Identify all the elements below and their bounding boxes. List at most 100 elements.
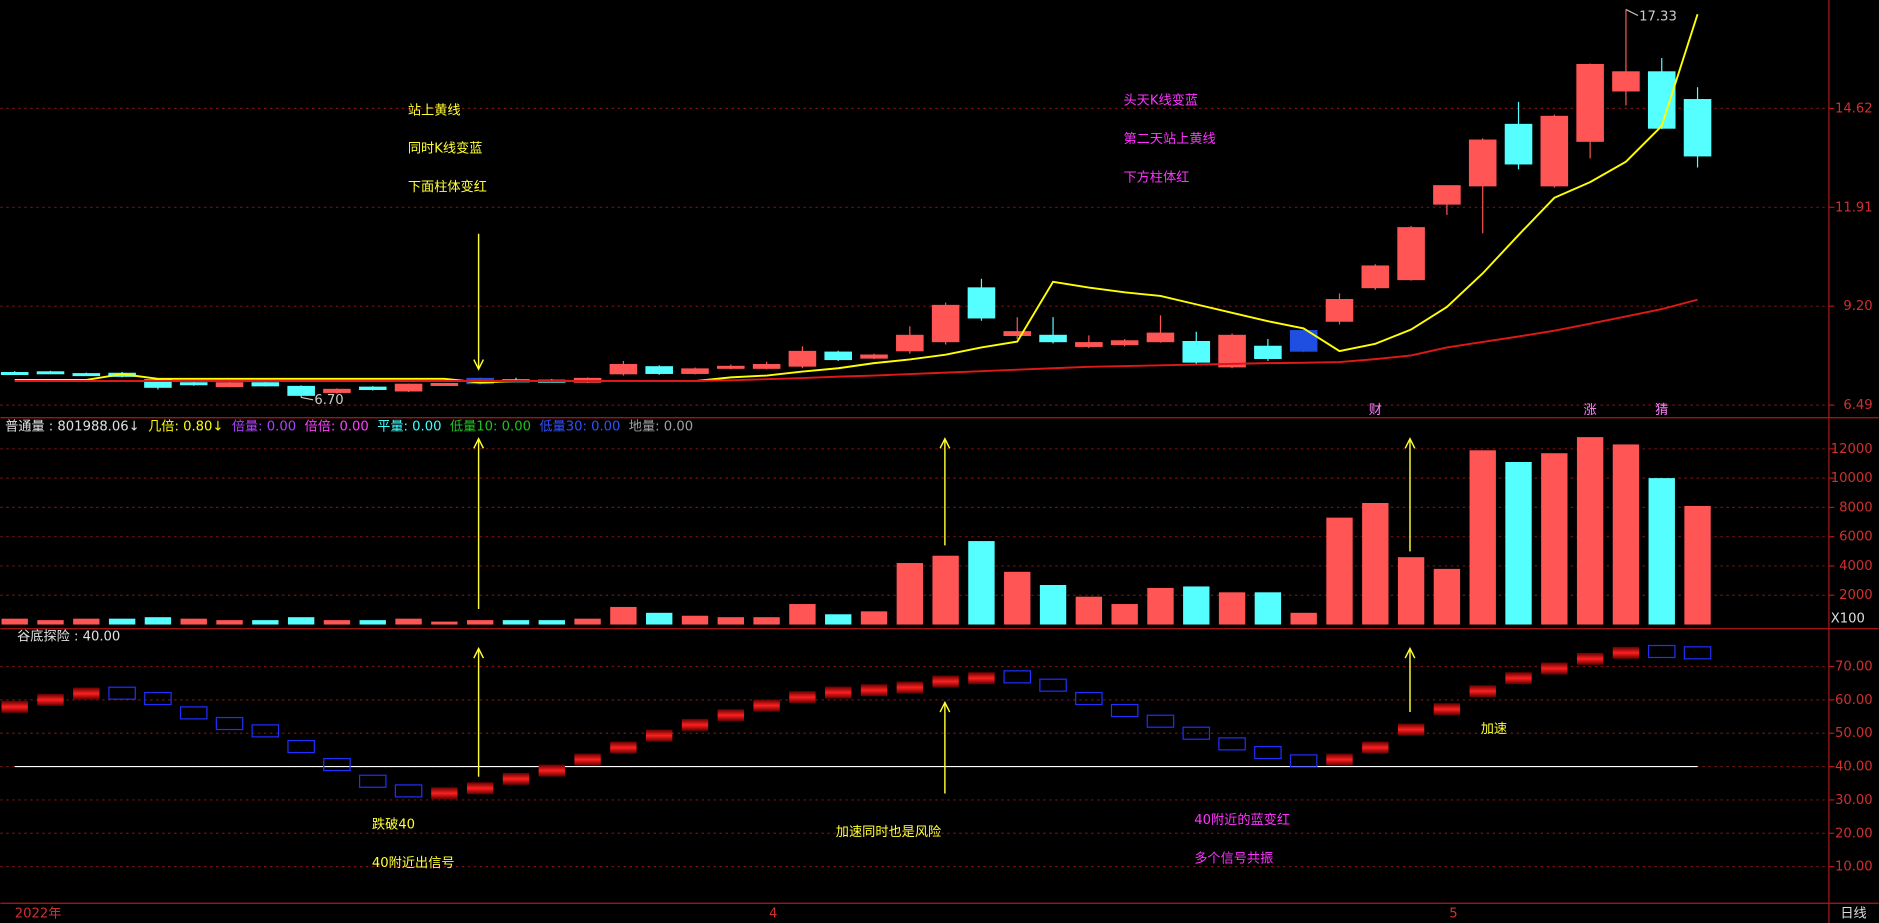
min-pointer [301,396,314,401]
signal-box [681,718,709,731]
candle-body [681,368,709,374]
signal-box [1397,723,1425,736]
volume-bar [646,612,673,625]
candle-body [1683,99,1712,157]
volume-bar [825,614,852,625]
header-item: 低量10: 0.00 [450,419,531,435]
signal-box [1146,714,1175,728]
volume-bar [1469,450,1496,625]
volume-bar [896,563,924,625]
signal-box [610,741,637,754]
volume-bar [1004,571,1031,625]
arrow-head [939,700,951,713]
y-tick-label: 11.91 [1835,200,1873,215]
signal-box [1218,737,1246,751]
volume-bar [1183,586,1210,625]
candle-body [931,304,960,343]
volume-bar [1218,592,1246,625]
volume-bar [502,620,530,625]
signal-box [502,772,530,785]
volume-bar [1433,568,1461,625]
moving-average [14,298,1698,382]
volume-bar [1397,557,1425,625]
signal-box [323,757,351,772]
volume-bar [860,611,888,625]
y-tick-label: 6000 [1839,530,1873,545]
volume-bar [1326,517,1353,625]
signal-box [144,691,172,706]
candle-body [0,372,29,376]
candle-body [1361,265,1390,289]
event-label: 涨 [1584,402,1597,418]
y-tick-label: 60.00 [1835,693,1873,708]
candle-body [1254,345,1282,359]
header-item: 几倍: 0.80↓ [148,419,223,435]
candle-body [1468,139,1497,187]
y-tick-label: 10.00 [1835,860,1873,875]
candle-body [251,382,280,387]
signal-box [251,724,280,738]
annotation: 头天K线变蓝 [1124,93,1199,109]
volume-bar [1505,462,1532,625]
x-tick-label: 4 [769,906,777,921]
signal-box [1,700,28,713]
volume-bar [1362,503,1389,625]
header-item: 普通量 : 801988.06↓ [5,419,140,435]
signal-box [968,672,995,685]
volume-bar [359,620,386,625]
volume-bar [431,621,458,625]
volume-bar [1147,587,1174,625]
candle-body [358,386,387,391]
annotation: 40附近出信号 [372,855,455,871]
candle-body [896,334,924,352]
period-label: 日线 [1840,905,1866,921]
signal-box [789,691,816,704]
volume-bar [753,617,780,625]
y-tick-label: 2000 [1839,588,1873,603]
header-item: 地量: 0.00 [629,419,693,435]
header-item: 倍量: 0.00 [232,419,296,435]
candle-body [179,382,208,386]
volume-bar [37,620,64,625]
signal-box [1612,646,1640,659]
header-item: 平量: 0.00 [377,419,441,435]
volume-bar [681,615,709,625]
annotation: 加速 [1481,721,1507,737]
volume-bar [108,618,136,625]
volume-bar [1684,505,1711,625]
signal-box [179,706,208,720]
annotation: 加速同时也是风险 [836,824,941,840]
arrow-head [473,646,485,659]
min-label: 6.70 [314,393,343,408]
volume-bar [180,618,207,625]
volume-bar [538,620,565,625]
signal-box [896,681,924,694]
y-tick-label: 8000 [1839,500,1873,515]
candle-body [394,383,423,392]
moving-average [14,13,1699,384]
candle-body [1289,330,1318,352]
candle-body [1182,341,1211,363]
annotation: 同时K线变蓝 [408,141,483,157]
signal-box [1469,685,1496,698]
signal-box [825,686,852,699]
signal-box [574,753,601,766]
event-label: 财 [1369,402,1382,418]
candle-body [752,363,781,369]
signal-box [1647,644,1676,659]
candle-body [287,385,315,396]
annotation: 下面柱体变红 [408,179,487,195]
volume-bar [466,620,494,625]
signal-box [394,784,423,798]
signal-box [1326,753,1353,766]
volume-bar [1111,604,1138,625]
candle-body [1075,342,1103,347]
volume-bar [717,617,744,625]
annotation: 第二天站上黄线 [1124,130,1216,147]
volume-bar [1,618,28,625]
signal-box [1576,652,1604,665]
candle-body [1540,115,1569,187]
volume-bar [216,620,243,625]
signal-box [1362,741,1389,754]
